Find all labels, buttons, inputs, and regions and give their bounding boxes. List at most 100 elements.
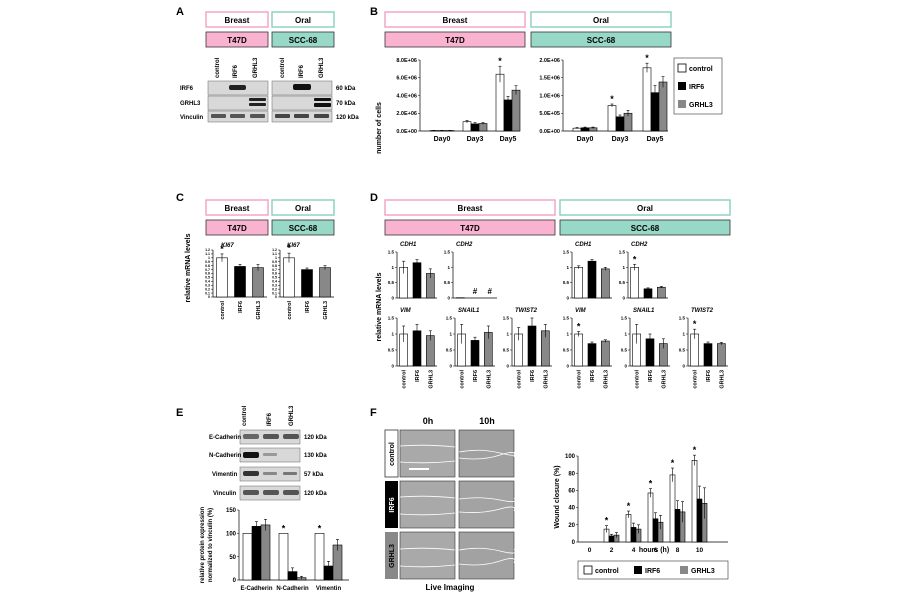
bar-grhl3 <box>657 286 666 299</box>
e-band-vinc: Vinculin <box>213 491 237 497</box>
x-tick-label: 6 <box>654 547 658 554</box>
y-tick-label: 0.4 <box>205 280 210 284</box>
chart-d-o-cdh1: 0 0.5 1 1.5 CDH1 <box>563 242 612 301</box>
bar-irf6 <box>587 343 597 367</box>
bar-irf6 <box>703 343 713 367</box>
a-lane-irf6-2: IRF6 <box>299 64 305 78</box>
gene-title: VIM <box>575 308 587 314</box>
c-t47d-box <box>205 219 269 236</box>
e-ylabel-2: normalized to vinculin (%) <box>208 508 214 582</box>
y-tick-label: 1 <box>682 332 685 337</box>
x-tick-label: IRF6 <box>648 370 654 382</box>
b-legend-control: control <box>689 66 713 73</box>
f-ylabel: Wound closure (%) <box>554 465 561 528</box>
y-tick-label: 1.0E+06 <box>539 93 560 99</box>
bar-grhl3 <box>717 343 726 367</box>
x-tick-label: control <box>635 370 641 389</box>
x-tick-label: GRHL3 <box>661 370 667 389</box>
x-tick-label: IRF6 <box>530 370 536 382</box>
y-tick-label: 1 <box>447 265 450 270</box>
y-tick-label: 0.4 <box>272 280 277 284</box>
y-tick-label: 1 <box>275 256 277 260</box>
b-legend-swatch-irf6 <box>678 82 686 90</box>
x-tick-label: IRF6 <box>305 301 311 313</box>
f-image-grhl3-10h <box>458 531 515 580</box>
x-tick-label: IRF6 <box>473 370 479 382</box>
a-band-irf6: IRF6 <box>180 86 194 92</box>
bar-control <box>607 105 617 132</box>
e-lane-irf6: IRF6 <box>267 412 273 426</box>
y-tick-label: 1.5 <box>621 316 628 321</box>
y-tick-label: 1.5 <box>444 250 451 255</box>
b-legend-irf6: IRF6 <box>689 84 704 91</box>
y-tick-label: 1 <box>449 332 452 337</box>
y-tick-label: 0 <box>449 364 452 369</box>
e-blot-vinculin <box>239 485 301 501</box>
panel-letter-d: D <box>370 192 378 204</box>
bar-control <box>574 333 583 367</box>
x-tick-label: control <box>577 370 583 389</box>
y-tick-label: 0 <box>447 296 450 301</box>
x-tick-label: GRHL3 <box>719 370 725 389</box>
y-tick-label: 0.5 <box>503 348 510 353</box>
e-blot-ncadherin <box>239 447 301 463</box>
x-tick-label: 2 <box>610 547 614 554</box>
x-tick-label: IRF6 <box>590 370 596 382</box>
x-tick-label: GRHL3 <box>486 370 492 389</box>
y-tick-label: 0 <box>624 364 627 369</box>
bar-grhl3 <box>252 267 264 298</box>
bar-control <box>625 514 632 543</box>
bar-control <box>462 121 472 132</box>
bar-irf6 <box>251 526 262 581</box>
y-tick-label: 0 <box>566 296 569 301</box>
chart-d-o-twist2: 0 0.5 1 1.5 * control IRF6 GRHL3 TWIST2 <box>679 308 728 389</box>
d-breast-box <box>384 199 556 216</box>
y-tick-label: 1.5 <box>619 250 626 255</box>
a-lane-grhl3-2: GRHL3 <box>319 57 325 78</box>
y-tick-label: 1 <box>391 332 394 337</box>
y-tick-label: 0 <box>622 296 625 301</box>
y-tick-label: 60 <box>568 489 575 495</box>
panel-letter-f: F <box>370 407 377 419</box>
f-row-label-irf6: IRF6 <box>389 497 396 512</box>
y-tick-label: 0 <box>572 540 576 546</box>
y-tick-label: 1 <box>566 265 569 270</box>
x-tick-label: control <box>287 301 293 320</box>
d-oral-box <box>559 199 731 216</box>
x-tick-label: IRF6 <box>238 301 244 313</box>
y-tick-label: 0.2 <box>205 287 210 291</box>
significance-star: * <box>627 501 631 511</box>
y-tick-label: 1.5 <box>446 316 453 321</box>
b-scc68-label: SCC-68 <box>587 36 616 45</box>
y-tick-label: 0.5 <box>679 348 686 353</box>
y-tick-label: 5.0E+05 <box>539 111 560 117</box>
bar-control <box>630 267 639 299</box>
bar-control <box>574 267 583 299</box>
e-lane-control: control <box>242 405 248 426</box>
y-tick-label: 0.5 <box>388 280 395 285</box>
e-band-vim: Vimentin <box>212 472 238 478</box>
y-tick-label: 1.1 <box>272 252 277 256</box>
significance-star: * <box>633 254 637 264</box>
e-blot-ecadherin <box>239 429 301 445</box>
significance-star: * <box>318 523 322 533</box>
e-band-ncad: N-Cadherin <box>209 453 242 459</box>
y-tick-label: 0.2 <box>272 287 277 291</box>
b-legend: control IRF6 GRHL3 <box>673 57 723 115</box>
y-tick-label: 0 <box>506 364 509 369</box>
y-tick-label: 0 <box>275 295 277 299</box>
gene-title: VIM <box>400 308 412 314</box>
b-oral-box <box>530 11 672 28</box>
b-legend-swatch-control <box>677 63 687 73</box>
charts: 0.0E+00 2.0E+06 4.0E+06 6.0E+06 8.0E+06 Day0 D… <box>205 53 728 592</box>
bar-grhl3 <box>511 89 521 132</box>
y-tick-label: 1.5 <box>563 316 570 321</box>
gene-title: CDH1 <box>400 242 417 248</box>
bar-irf6 <box>615 116 625 132</box>
chart-c-oral: 00.10.20.30.40.50.60.70.80.911.11.2 * cont… <box>272 243 334 320</box>
y-tick-label: 4.0E+06 <box>396 93 417 99</box>
y-tick-label: 0 <box>233 578 237 584</box>
a-size-70: 70 kDa <box>336 101 356 107</box>
c-breast-box <box>205 199 269 216</box>
f-xlabel: hours (h) <box>639 547 669 554</box>
